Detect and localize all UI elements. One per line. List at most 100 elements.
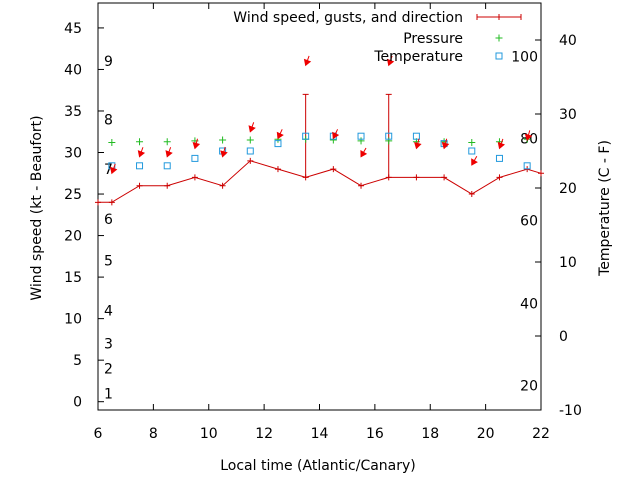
axes-layer: 6 8 10 12 14 16 18 20 22051015202530354045-10010…: [64, 2, 582, 442]
y-tick-label-right: 0: [559, 329, 568, 345]
pressure-point: [108, 139, 116, 147]
x-tick-label: 22: [532, 426, 550, 442]
fahrenheit-label: 40: [520, 296, 538, 312]
wind-speed-line: [98, 160, 542, 203]
wind-speed-point: [496, 174, 503, 181]
wind-speed-point: [538, 170, 544, 177]
x-tick-label: 20: [477, 426, 495, 442]
wind-direction-arrowhead: [276, 131, 284, 140]
y-tick-label-right: 40: [559, 33, 577, 49]
y-tick-label-left: 40: [64, 62, 82, 78]
wind-direction-arrowhead: [497, 141, 505, 150]
y-tick-label-right: 30: [559, 107, 577, 123]
beaufort-label: 9: [104, 54, 113, 70]
wind-speed-point: [247, 157, 254, 164]
wind-direction-arrowhead: [220, 150, 228, 158]
x-tick-label: 6: [94, 426, 103, 442]
y-tick-label-left: 35: [64, 104, 82, 120]
wind-speed-point: [219, 182, 226, 189]
fahrenheit-label: 20: [520, 379, 538, 395]
wind-speed-point: [95, 199, 101, 206]
wind-direction-arrowhead: [137, 150, 146, 158]
pressure-point: [219, 136, 227, 144]
temperature-point: [385, 132, 393, 140]
wind-direction-arrowhead: [303, 58, 312, 67]
wind-direction-arrowhead: [165, 150, 173, 158]
wind-speed-point: [468, 191, 475, 198]
wind-direction-arrowhead: [248, 125, 256, 133]
y-tick-label-left: 45: [64, 21, 82, 37]
wind-speed-point: [302, 174, 309, 181]
temperature-point: [246, 147, 254, 155]
temperature-point: [357, 132, 365, 140]
temperature-point: [191, 154, 199, 162]
legend-label: Pressure: [403, 31, 463, 47]
y-axis-label-left: Wind speed (kt - Beaufort): [29, 115, 45, 300]
wind-direction-arrowhead: [524, 133, 533, 141]
plot-layer: [95, 55, 544, 206]
x-axis-label: Local time (Atlantic/Canary): [220, 458, 416, 474]
temperature-point: [163, 162, 171, 170]
wind-direction-arrowhead: [192, 142, 201, 150]
y-tick-label-left: 10: [64, 312, 82, 328]
beaufort-label: 3: [104, 337, 113, 353]
y-tick-label-left: 0: [73, 395, 82, 411]
legend-label: Temperature: [373, 49, 463, 65]
y-tick-label-right: 20: [559, 181, 577, 197]
x-tick-label: 10: [200, 426, 218, 442]
y-tick-label-left: 30: [64, 146, 82, 162]
temperature-point: [495, 154, 503, 162]
beaufort-label: 4: [104, 303, 113, 319]
y-tick-label-left: 15: [64, 270, 82, 286]
temperature-point: [468, 147, 476, 155]
pressure-point: [357, 137, 365, 145]
wind-direction-arrowhead: [332, 131, 340, 140]
y-tick-label-left: 25: [64, 187, 82, 203]
wind-speed-point: [164, 182, 171, 189]
wind-speed-point: [441, 174, 448, 181]
beaufort-label: 8: [104, 112, 113, 128]
pressure-point: [136, 138, 144, 146]
legend: Wind speed, gusts, and direction Pressure…: [233, 10, 522, 65]
wind-speed-point: [358, 182, 365, 189]
wind-direction-arrowhead: [414, 142, 422, 150]
plot-frame: [97, 2, 542, 411]
wind-direction-arrowhead: [441, 142, 450, 150]
temperature-point: [302, 132, 310, 140]
wind-speed-point: [274, 166, 281, 173]
x-tick-label: 12: [255, 426, 273, 442]
beaufort-label: 6: [104, 212, 113, 228]
legend-label: Wind speed, gusts, and direction: [233, 10, 463, 26]
beaufort-label: 2: [104, 361, 113, 377]
wind-direction-arrowhead: [471, 158, 478, 166]
wind-speed-point: [330, 166, 337, 173]
legend-marker: [496, 14, 502, 20]
wind-direction-arrowhead: [360, 149, 368, 158]
x-tick-label: 16: [366, 426, 384, 442]
fahrenheit-label: 100: [511, 49, 538, 65]
y-tick-label-right: 10: [559, 255, 577, 271]
temperature-point: [412, 132, 420, 140]
legend-marker: [495, 52, 503, 60]
temperature-point: [274, 140, 282, 148]
y-tick-label-right: -10: [559, 403, 582, 419]
wind-direction-arrowhead: [110, 166, 118, 175]
y-tick-label-left: 20: [64, 229, 82, 245]
beaufort-label: 5: [104, 253, 113, 269]
temperature-point: [136, 162, 144, 170]
fahrenheit-label: 60: [520, 214, 538, 230]
pressure-point: [246, 136, 254, 144]
pressure-point: [385, 137, 393, 145]
pressure-point: [163, 138, 171, 146]
wind-speed-point: [385, 174, 392, 181]
x-tick-label: 14: [311, 426, 329, 442]
pressure-point: [468, 139, 476, 147]
beaufort-label: 1: [104, 386, 113, 402]
wind-speed-point: [413, 174, 420, 181]
wind-speed-point: [191, 174, 198, 181]
temperature-point: [523, 162, 531, 170]
wind-speed-point: [136, 182, 143, 189]
beaufort-label: 7: [104, 162, 113, 178]
wind-speed-point: [108, 199, 115, 206]
